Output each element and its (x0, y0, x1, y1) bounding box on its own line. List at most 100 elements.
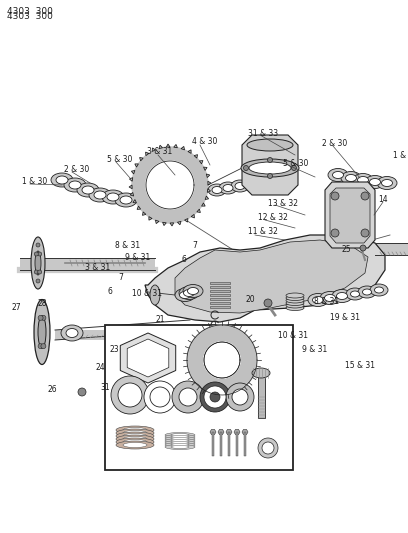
Ellipse shape (337, 293, 348, 300)
Polygon shape (140, 157, 143, 161)
Polygon shape (155, 220, 159, 224)
Ellipse shape (116, 438, 154, 446)
Ellipse shape (286, 293, 304, 298)
Circle shape (268, 174, 273, 179)
Polygon shape (120, 333, 176, 383)
Ellipse shape (377, 176, 397, 190)
Circle shape (226, 383, 254, 411)
Text: 24: 24 (95, 364, 104, 373)
Ellipse shape (123, 427, 147, 432)
Bar (210, 305, 230, 308)
Bar (228, 432, 230, 456)
Polygon shape (162, 222, 166, 225)
Ellipse shape (286, 298, 304, 303)
Ellipse shape (362, 289, 372, 295)
Ellipse shape (223, 184, 233, 191)
Ellipse shape (165, 445, 195, 449)
Polygon shape (170, 223, 174, 226)
Polygon shape (152, 148, 155, 151)
Ellipse shape (308, 294, 328, 306)
Polygon shape (127, 339, 169, 377)
Circle shape (38, 252, 42, 256)
Circle shape (264, 299, 272, 307)
Ellipse shape (150, 285, 160, 305)
Polygon shape (184, 219, 188, 222)
Ellipse shape (94, 191, 106, 199)
Polygon shape (132, 147, 208, 223)
Circle shape (262, 442, 274, 454)
Circle shape (232, 389, 248, 405)
Text: 12 & 32: 12 & 32 (258, 214, 288, 222)
Polygon shape (226, 430, 232, 434)
Text: 3 & 31: 3 & 31 (147, 148, 172, 157)
Text: 10 & 31: 10 & 31 (132, 288, 162, 297)
Ellipse shape (328, 168, 348, 182)
Text: 23: 23 (110, 345, 120, 354)
Ellipse shape (116, 435, 154, 443)
Polygon shape (142, 212, 146, 215)
Polygon shape (234, 430, 240, 434)
Ellipse shape (165, 440, 195, 446)
Text: 3 & 31: 3 & 31 (85, 263, 110, 272)
Polygon shape (188, 150, 191, 154)
Bar (210, 297, 230, 300)
Ellipse shape (82, 186, 94, 194)
Ellipse shape (77, 183, 99, 197)
Ellipse shape (324, 295, 335, 302)
Circle shape (331, 192, 339, 200)
Text: 10 & 31: 10 & 31 (278, 332, 308, 341)
Ellipse shape (320, 292, 340, 304)
Polygon shape (191, 214, 195, 218)
Text: 13 & 32: 13 & 32 (268, 198, 298, 207)
Circle shape (210, 392, 220, 402)
Polygon shape (174, 144, 177, 148)
Ellipse shape (31, 237, 45, 289)
Circle shape (291, 166, 297, 171)
Text: 31: 31 (100, 384, 110, 392)
Ellipse shape (370, 284, 388, 296)
Ellipse shape (165, 434, 195, 440)
Polygon shape (204, 342, 240, 378)
Ellipse shape (358, 286, 376, 298)
Ellipse shape (35, 251, 41, 275)
Circle shape (36, 243, 40, 247)
Text: 8 & 31: 8 & 31 (314, 297, 339, 306)
Ellipse shape (51, 173, 73, 187)
Text: 9 & 31: 9 & 31 (125, 254, 150, 262)
Circle shape (144, 381, 176, 413)
Ellipse shape (120, 196, 132, 204)
Ellipse shape (171, 433, 189, 437)
Ellipse shape (179, 287, 199, 300)
Circle shape (361, 229, 369, 237)
Polygon shape (187, 325, 257, 395)
Ellipse shape (381, 180, 392, 187)
Polygon shape (208, 181, 211, 185)
Ellipse shape (123, 431, 147, 435)
Polygon shape (205, 196, 208, 199)
Polygon shape (137, 206, 141, 209)
Ellipse shape (116, 432, 154, 440)
Ellipse shape (116, 429, 154, 437)
Ellipse shape (115, 193, 137, 207)
Circle shape (258, 438, 278, 458)
Polygon shape (181, 147, 184, 150)
Polygon shape (131, 171, 135, 174)
Text: 28: 28 (37, 300, 47, 309)
Circle shape (36, 279, 40, 283)
Polygon shape (218, 430, 224, 434)
Text: 7: 7 (118, 273, 123, 282)
Polygon shape (166, 144, 170, 147)
Circle shape (41, 344, 46, 349)
Polygon shape (330, 188, 370, 243)
Bar (20, 258, 155, 270)
Polygon shape (133, 199, 137, 203)
Polygon shape (135, 164, 138, 167)
Polygon shape (145, 235, 385, 322)
Circle shape (111, 376, 149, 414)
Circle shape (360, 245, 366, 251)
Ellipse shape (171, 441, 189, 445)
Text: 14: 14 (378, 196, 388, 205)
Ellipse shape (332, 289, 352, 303)
Polygon shape (149, 216, 152, 220)
Text: 19 & 31: 19 & 31 (330, 313, 360, 322)
